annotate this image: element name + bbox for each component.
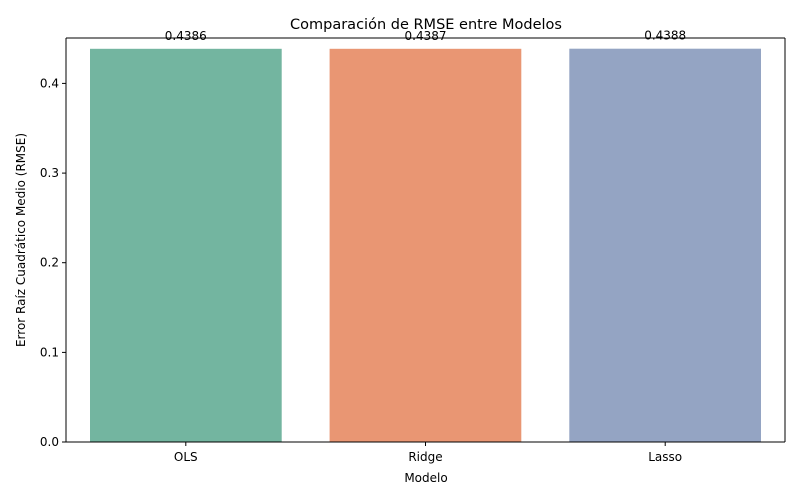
chart-title: Comparación de RMSE entre Modelos xyxy=(290,17,562,33)
y-ticks-layer: 0.0 0.1 0.2 0.3 0.4 xyxy=(40,76,66,449)
y-tick-label: 0.3 xyxy=(40,166,59,180)
data-label-ols: 0.4386 xyxy=(165,29,207,43)
y-tick-label: 0.4 xyxy=(40,76,59,90)
x-ticks-layer: OLS Ridge Lasso xyxy=(174,442,682,464)
bar-lasso xyxy=(569,48,761,442)
data-labels-layer: 0.4386 0.4387 0.4388 xyxy=(165,29,686,43)
y-tick-label: 0.1 xyxy=(40,345,59,359)
x-tick-label-lasso: Lasso xyxy=(648,450,682,464)
x-tick-label-ols: OLS xyxy=(174,450,198,464)
bar-ols xyxy=(90,48,282,443)
y-tick-label: 0.0 xyxy=(40,435,59,449)
y-axis-label: Error Raíz Cuadrático Medio (RMSE) xyxy=(14,133,28,347)
x-axis-label: Modelo xyxy=(404,471,447,485)
data-label-lasso: 0.4388 xyxy=(644,29,686,43)
bar-ridge xyxy=(329,48,522,443)
bars-layer xyxy=(90,48,761,443)
x-tick-label-ridge: Ridge xyxy=(408,450,442,464)
y-tick-label: 0.2 xyxy=(40,256,59,270)
data-label-ridge: 0.4387 xyxy=(405,29,447,43)
